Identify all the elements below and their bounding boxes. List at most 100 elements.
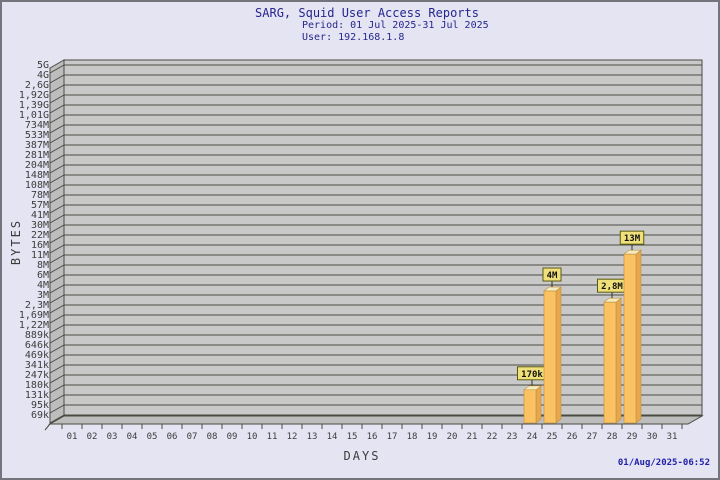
grid-line-wall-slant <box>49 204 65 214</box>
x-tick-label: 03 <box>107 432 118 442</box>
y-tick-label: 22M <box>31 230 49 241</box>
bar-side-face <box>615 297 622 424</box>
x-tick-label: 08 <box>207 432 218 442</box>
bar-day-24: 170k <box>517 366 547 424</box>
y-tick-label: 341k <box>25 360 49 371</box>
grid-line-wall-slant <box>49 164 65 174</box>
x-axis-title: DAYS <box>343 449 381 463</box>
y-tick-label: 180k <box>25 380 49 391</box>
x-tick-label: 25 <box>547 432 558 442</box>
y-tick-label: 16M <box>31 240 49 251</box>
x-tick-label: 09 <box>227 432 238 442</box>
bar-day-28: 2,8M <box>597 278 627 424</box>
x-tick-label: 28 <box>607 432 618 442</box>
grid-line-wall-slant <box>49 144 65 154</box>
y-tick-label: 95k <box>31 400 49 411</box>
y-tick-label: 3M <box>37 290 49 301</box>
grid-line-wall-slant <box>49 294 65 304</box>
bar-front-face <box>523 389 537 424</box>
grid-line-wall-slant <box>49 154 65 164</box>
y-tick-label: 889k <box>25 330 49 341</box>
report-timestamp: 01/Aug/2025-06:52 <box>617 458 710 468</box>
grid-line-wall-slant <box>49 344 65 354</box>
grid-line-wall-slant <box>49 254 65 264</box>
grid-line-wall-slant <box>49 64 65 74</box>
bar-value-box <box>542 267 562 282</box>
grid-line-wall-slant <box>49 304 65 314</box>
bar-value-label: 2,8M <box>601 282 623 292</box>
x-tick-label: 23 <box>507 432 518 442</box>
grid-line-wall-slant <box>49 274 65 284</box>
y-tick-label: 2,3M <box>25 300 49 311</box>
y-tick-label: 4M <box>37 280 49 291</box>
y-tick-label: 131k <box>25 390 49 401</box>
y-tick-label: 734M <box>25 120 49 131</box>
grid-line-wall-slant <box>49 394 65 404</box>
bar-value-box <box>619 230 645 245</box>
grid-line-wall-slant <box>49 364 65 374</box>
y-tick-label: 646k <box>25 340 49 351</box>
x-tick-label: 30 <box>647 432 658 442</box>
y-tick-label: 2,6G <box>25 80 49 91</box>
x-tick-label: 06 <box>167 432 178 442</box>
x-tick-label: 20 <box>447 432 458 442</box>
y-tick-label: 387M <box>25 140 49 151</box>
x-tick-label: 04 <box>127 432 138 442</box>
bar-front-face <box>623 253 637 424</box>
y-axis-title: BYTES <box>9 218 23 266</box>
grid-line-wall-slant <box>49 224 65 234</box>
grid-line-wall-slant <box>49 334 65 344</box>
x-tick-label: 07 <box>187 432 198 442</box>
x-tick-label: 16 <box>367 432 378 442</box>
y-tick-label: 78M <box>31 190 49 201</box>
grid-line-wall-slant <box>49 94 65 104</box>
grid-line-wall-slant <box>49 384 65 394</box>
grid-line-wall-slant <box>49 114 65 124</box>
x-tick-label: 19 <box>427 432 438 442</box>
x-tick-label: 17 <box>387 432 398 442</box>
bar-side-face <box>635 249 642 424</box>
grid-line-wall-slant <box>49 354 65 364</box>
y-tick-label: 469k <box>25 350 49 361</box>
x-tick-label: 27 <box>587 432 598 442</box>
x-tick-label: 14 <box>327 432 338 442</box>
x-tick-label: 21 <box>467 432 478 442</box>
x-tick-label: 26 <box>567 432 578 442</box>
grid-line-wall-slant <box>49 214 65 224</box>
grid-line-wall-slant <box>49 314 65 324</box>
grid-line-wall-slant <box>49 374 65 384</box>
grid-line-wall-slant <box>49 234 65 244</box>
bar-value-label: 4M <box>547 271 558 281</box>
bar-value-label: 13M <box>624 234 641 244</box>
y-tick-label: 533M <box>25 130 49 141</box>
grid-line-wall-slant <box>49 404 65 414</box>
grid-line-wall-slant <box>49 244 65 254</box>
axis-corner-stub <box>44 423 51 431</box>
bar-day-29: 13M <box>619 230 645 424</box>
y-tick-label: 57M <box>31 200 49 211</box>
y-tick-label: 247k <box>25 370 49 381</box>
y-tick-label: 6M <box>37 270 49 281</box>
y-tick-label: 4G <box>37 70 49 81</box>
grid-line-wall-slant <box>49 104 65 114</box>
x-tick-label: 01 <box>67 432 78 442</box>
x-tick-label: 15 <box>347 432 358 442</box>
report-period: Period: 01 Jul 2025-31 Jul 2025 <box>302 20 489 31</box>
grid-line-wall-slant <box>49 134 65 144</box>
grid-line-wall-slant <box>49 414 65 424</box>
y-tick-label: 30M <box>31 220 49 231</box>
x-tick-label: 12 <box>287 432 298 442</box>
y-tick-label: 1,69M <box>19 310 49 321</box>
grid-line-wall-slant <box>49 84 65 94</box>
y-tick-label: 148M <box>25 170 49 181</box>
bar-day-25: 4M <box>542 267 562 424</box>
y-tick-label: 1,22M <box>19 320 49 331</box>
grid-line-wall-slant <box>49 194 65 204</box>
bar-side-face <box>535 385 542 424</box>
y-tick-label: 1,39G <box>19 100 49 111</box>
y-tick-label: 8M <box>37 260 49 271</box>
y-tick-label: 41M <box>31 210 49 221</box>
grid-line-wall-slant <box>49 124 65 134</box>
y-tick-label: 5G <box>37 60 49 71</box>
